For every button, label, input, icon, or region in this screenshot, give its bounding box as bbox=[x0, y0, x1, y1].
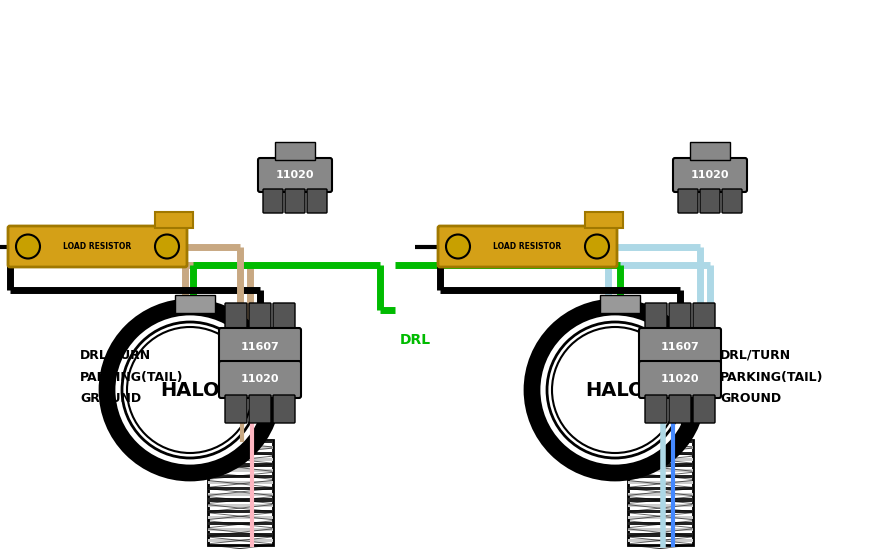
Bar bbox=[275, 142, 315, 160]
FancyBboxPatch shape bbox=[639, 361, 721, 398]
Circle shape bbox=[547, 322, 683, 458]
FancyBboxPatch shape bbox=[273, 395, 295, 423]
Bar bbox=[207, 504, 273, 507]
FancyBboxPatch shape bbox=[8, 226, 187, 267]
Bar bbox=[207, 516, 273, 519]
Text: GROUND: GROUND bbox=[720, 393, 781, 406]
Bar bbox=[627, 457, 692, 461]
Text: 11020: 11020 bbox=[661, 374, 699, 384]
FancyBboxPatch shape bbox=[645, 395, 667, 423]
Bar bbox=[207, 440, 273, 545]
Bar bbox=[627, 492, 692, 496]
Bar bbox=[690, 142, 730, 160]
Bar bbox=[600, 295, 640, 313]
Text: GROUND: GROUND bbox=[80, 393, 141, 406]
Bar bbox=[207, 522, 273, 525]
Text: 11020: 11020 bbox=[691, 170, 729, 180]
Bar bbox=[207, 463, 273, 467]
Bar bbox=[207, 498, 273, 502]
Text: DRL/TURN: DRL/TURN bbox=[80, 349, 152, 361]
FancyBboxPatch shape bbox=[263, 189, 283, 213]
Text: HALO: HALO bbox=[585, 380, 645, 400]
Bar bbox=[627, 486, 692, 490]
Bar bbox=[627, 510, 692, 513]
Bar bbox=[627, 539, 692, 542]
FancyBboxPatch shape bbox=[700, 189, 720, 213]
Bar bbox=[155, 212, 193, 228]
Bar bbox=[585, 212, 623, 228]
Bar bbox=[207, 440, 273, 443]
FancyBboxPatch shape bbox=[669, 303, 691, 331]
FancyBboxPatch shape bbox=[285, 189, 305, 213]
Text: 11020: 11020 bbox=[276, 170, 314, 180]
Bar bbox=[207, 486, 273, 490]
Circle shape bbox=[552, 327, 678, 453]
Circle shape bbox=[539, 314, 691, 466]
Bar bbox=[175, 295, 215, 313]
Circle shape bbox=[100, 300, 280, 480]
FancyBboxPatch shape bbox=[225, 303, 247, 331]
FancyBboxPatch shape bbox=[645, 303, 667, 331]
Bar bbox=[627, 481, 692, 484]
Text: PARKING(TAIL): PARKING(TAIL) bbox=[80, 371, 184, 384]
Bar bbox=[207, 481, 273, 484]
Text: 11020: 11020 bbox=[240, 374, 280, 384]
FancyBboxPatch shape bbox=[219, 361, 301, 398]
Text: HALO: HALO bbox=[160, 380, 219, 400]
Bar bbox=[207, 457, 273, 461]
Circle shape bbox=[127, 327, 253, 453]
Bar bbox=[207, 452, 273, 455]
FancyBboxPatch shape bbox=[307, 189, 327, 213]
Text: LOAD RESISTOR: LOAD RESISTOR bbox=[64, 242, 132, 251]
Bar bbox=[207, 533, 273, 536]
Text: 11607: 11607 bbox=[660, 341, 699, 351]
Circle shape bbox=[122, 322, 258, 458]
FancyBboxPatch shape bbox=[722, 189, 742, 213]
Bar bbox=[627, 498, 692, 502]
Circle shape bbox=[525, 300, 705, 480]
Bar bbox=[627, 504, 692, 507]
Bar bbox=[627, 516, 692, 519]
Bar bbox=[207, 528, 273, 531]
FancyBboxPatch shape bbox=[669, 395, 691, 423]
Bar bbox=[207, 446, 273, 449]
FancyBboxPatch shape bbox=[693, 303, 715, 331]
FancyBboxPatch shape bbox=[678, 189, 698, 213]
Circle shape bbox=[446, 234, 470, 259]
Bar bbox=[627, 440, 692, 443]
Bar bbox=[627, 463, 692, 467]
FancyBboxPatch shape bbox=[693, 395, 715, 423]
Bar bbox=[207, 539, 273, 542]
Bar bbox=[207, 510, 273, 513]
Bar bbox=[627, 475, 692, 478]
Bar bbox=[627, 440, 692, 545]
Circle shape bbox=[16, 234, 40, 259]
Circle shape bbox=[114, 314, 266, 466]
Text: DRL: DRL bbox=[400, 333, 431, 347]
Bar bbox=[207, 469, 273, 472]
Text: LOAD RESISTOR: LOAD RESISTOR bbox=[493, 242, 562, 251]
Bar bbox=[627, 522, 692, 525]
FancyBboxPatch shape bbox=[673, 158, 747, 192]
FancyBboxPatch shape bbox=[225, 395, 247, 423]
Bar bbox=[207, 475, 273, 478]
Bar bbox=[627, 446, 692, 449]
FancyBboxPatch shape bbox=[249, 303, 271, 331]
FancyBboxPatch shape bbox=[273, 303, 295, 331]
Bar bbox=[627, 528, 692, 531]
Circle shape bbox=[155, 234, 179, 259]
Bar bbox=[627, 533, 692, 536]
Text: 11607: 11607 bbox=[240, 341, 280, 351]
Text: PARKING(TAIL): PARKING(TAIL) bbox=[720, 371, 823, 384]
Circle shape bbox=[585, 234, 609, 259]
Bar bbox=[627, 469, 692, 472]
FancyBboxPatch shape bbox=[438, 226, 617, 267]
FancyBboxPatch shape bbox=[258, 158, 332, 192]
Text: DRL/TURN: DRL/TURN bbox=[720, 349, 791, 361]
Bar bbox=[627, 452, 692, 455]
FancyBboxPatch shape bbox=[639, 328, 721, 365]
FancyBboxPatch shape bbox=[219, 328, 301, 365]
FancyBboxPatch shape bbox=[249, 395, 271, 423]
Bar bbox=[207, 492, 273, 496]
